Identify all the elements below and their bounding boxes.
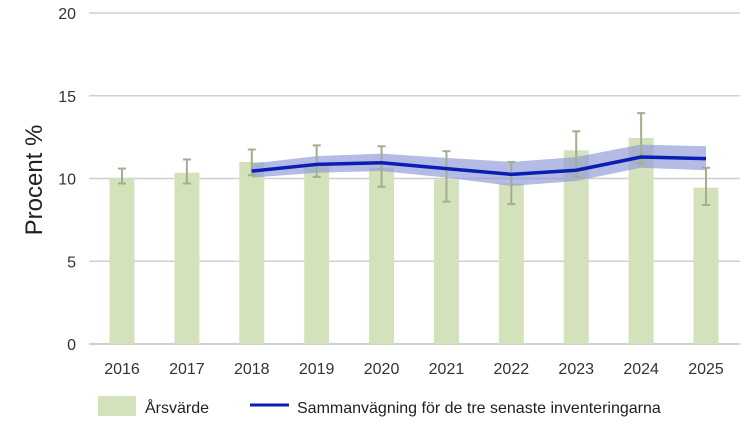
x-tick-label: 2018 [234, 361, 270, 378]
bar-series [109, 137, 719, 344]
bar [433, 179, 459, 344]
error-bar [312, 144, 321, 178]
bar [693, 187, 719, 344]
x-tick-label: 2025 [688, 361, 724, 378]
bar [369, 167, 395, 344]
bar [628, 137, 654, 344]
x-tick-label: 2019 [299, 361, 335, 378]
legend-label-line: Sammanvägning för de tre senaste invente… [297, 400, 661, 417]
bar [239, 161, 265, 344]
y-tick-label: 5 [67, 254, 76, 271]
bar [174, 172, 200, 344]
y-tick-label: 10 [58, 172, 76, 189]
error-bar [442, 150, 451, 203]
bar [563, 150, 589, 344]
legend-swatch-bar [98, 396, 136, 416]
bar [109, 178, 135, 344]
x-tick-label: 2024 [623, 361, 659, 378]
x-tick-label: 2017 [169, 361, 205, 378]
bar [304, 162, 330, 344]
y-axis-label: Procent % [21, 125, 48, 236]
confidence-band [251, 144, 706, 186]
error-bar [377, 145, 386, 188]
error-bars [118, 112, 710, 206]
error-bar [507, 160, 516, 206]
legend: Årsvärde Sammanvägning för de tre senast… [98, 396, 661, 417]
x-tick-label: 2020 [364, 361, 400, 378]
bar [498, 183, 524, 344]
y-axis-ticks: 0 5 10 15 20 [58, 6, 76, 354]
y-tick-label: 15 [58, 89, 76, 106]
error-bar [182, 158, 191, 185]
x-tick-label: 2016 [104, 361, 140, 378]
x-tick-label: 2022 [494, 361, 530, 378]
line-path [251, 155, 707, 177]
x-axis-ticks: 2016 2017 2018 2019 2020 2021 2022 2023 2024 2025 [104, 361, 724, 378]
x-tick-label: 2021 [429, 361, 465, 378]
legend-label-bar: Årsvärde [145, 398, 209, 417]
error-bar [118, 167, 126, 185]
line-series [251, 155, 707, 177]
error-bar [702, 166, 710, 206]
y-tick-label: 0 [67, 337, 76, 354]
error-bar [637, 112, 646, 165]
band-area [251, 144, 706, 186]
y-tick-label: 20 [58, 6, 76, 23]
x-tick-label: 2023 [558, 361, 594, 378]
